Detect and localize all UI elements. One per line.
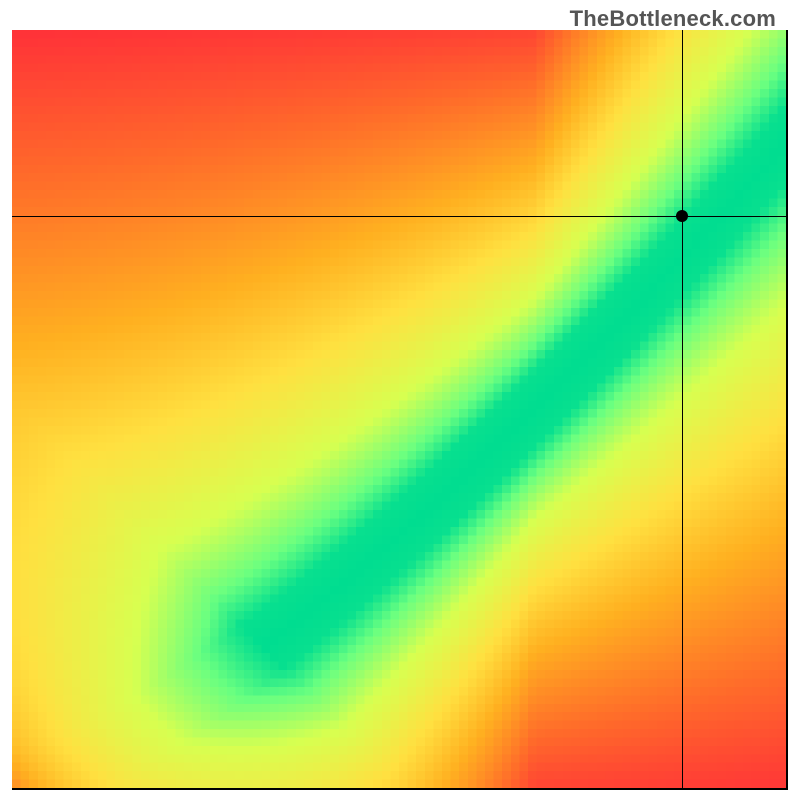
crosshair-horizontal-line — [12, 216, 786, 218]
watermark-text: TheBottleneck.com — [570, 6, 776, 32]
crosshair-vertical-line — [682, 30, 684, 788]
crosshair-marker — [676, 210, 688, 222]
heatmap-canvas — [12, 30, 786, 788]
bottleneck-heatmap — [12, 30, 788, 790]
page: TheBottleneck.com — [0, 0, 800, 800]
